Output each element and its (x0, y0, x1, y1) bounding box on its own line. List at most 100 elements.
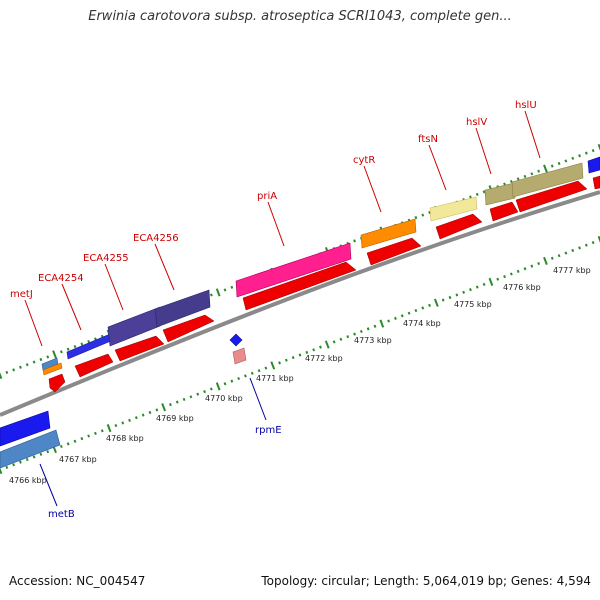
minor-tick (591, 241, 595, 245)
label-cytR[interactable]: cytR (353, 155, 375, 166)
label-ftsN[interactable]: ftsN (418, 134, 438, 145)
cds-arrow[interactable] (162, 314, 215, 343)
feature-rpmE-cds[interactable] (232, 347, 247, 365)
feature-ftsN[interactable] (429, 196, 478, 222)
minor-tick (182, 397, 186, 401)
minor-tick (196, 392, 200, 396)
cds-arrow[interactable] (366, 237, 422, 266)
feature-priA[interactable] (235, 242, 352, 298)
minor-tick (571, 156, 575, 160)
minor-tick (5, 465, 9, 469)
label-metJ[interactable]: metJ (10, 289, 33, 300)
major-tick (52, 350, 57, 359)
major-tick (270, 361, 276, 370)
leader-hslU (524, 110, 541, 159)
minor-tick (223, 382, 227, 386)
minor-tick (414, 216, 418, 220)
lower-tick-track (0, 235, 600, 475)
cds-arrow[interactable] (435, 213, 483, 240)
minor-tick (469, 288, 472, 292)
major-tick (161, 403, 167, 412)
feature-ECA4256[interactable] (154, 289, 211, 328)
minor-tick (12, 368, 16, 372)
minor-tick (46, 355, 50, 359)
scale-label: 4772 kbp (305, 354, 343, 363)
cds-arrow[interactable] (242, 261, 357, 311)
label-ECA4254[interactable]: ECA4254 (38, 273, 84, 284)
minor-tick (134, 416, 138, 420)
minor-tick (441, 298, 445, 302)
minor-tick (564, 159, 568, 163)
minor-tick (571, 248, 575, 253)
minor-tick (189, 395, 193, 399)
major-tick (0, 467, 3, 475)
leader-metB (39, 463, 58, 507)
minor-tick (230, 285, 234, 289)
minor-tick (169, 403, 172, 407)
label-ECA4256[interactable]: ECA4256 (133, 233, 179, 244)
minor-tick (298, 353, 302, 357)
major-tick (379, 319, 385, 328)
scale-label: 4769 kbp (156, 414, 194, 423)
cds-arrow[interactable] (74, 353, 114, 378)
label-rpmE[interactable]: rpmE (255, 425, 282, 436)
leader-rpmE (249, 377, 267, 421)
minor-tick (12, 463, 16, 467)
cds-arrow[interactable] (114, 335, 165, 362)
cds-arrow[interactable] (515, 180, 588, 213)
upper-strand-features (41, 156, 600, 376)
minor-tick (373, 324, 377, 328)
minor-tick (237, 376, 241, 381)
scale-label: 4774 kbp (403, 319, 441, 328)
minor-tick (80, 342, 84, 346)
major-tick (543, 164, 548, 173)
minor-tick (19, 365, 22, 369)
minor-tick (223, 288, 227, 292)
label-priA[interactable]: priA (257, 191, 277, 202)
feature-edge-blue[interactable] (587, 156, 600, 174)
minor-tick (509, 272, 513, 276)
feature-metJ-secondary[interactable] (42, 362, 63, 376)
feature-metB[interactable] (0, 429, 61, 469)
label-hslV[interactable]: hslV (466, 117, 487, 128)
minor-tick (387, 319, 391, 323)
minor-tick (257, 369, 261, 373)
minor-tick (66, 442, 70, 446)
label-leader-lines (24, 110, 541, 507)
feature-hslU[interactable] (511, 162, 584, 198)
scale-label: 4770 kbp (205, 394, 243, 403)
feature-rpmE[interactable] (229, 333, 243, 347)
label-metB[interactable]: metB (48, 509, 75, 520)
minor-tick (557, 254, 561, 258)
lower-strand-features (0, 333, 247, 469)
minor-tick (39, 357, 43, 362)
minor-tick (32, 455, 36, 459)
cds-arrow[interactable] (592, 175, 600, 190)
major-tick (0, 372, 3, 380)
minor-tick (141, 413, 145, 417)
leader-ftsN (428, 144, 447, 191)
feature-lower-blue[interactable] (0, 410, 51, 447)
label-hslU[interactable]: hslU (515, 100, 537, 111)
label-ECA4255[interactable]: ECA4255 (83, 253, 129, 264)
feature-cytR[interactable] (360, 218, 417, 249)
minor-tick (250, 371, 254, 375)
cds-arrow[interactable] (489, 201, 519, 222)
major-tick (488, 277, 494, 286)
minor-tick (537, 169, 541, 173)
minor-tick (428, 303, 431, 307)
minor-tick (353, 332, 356, 336)
minor-tick (530, 264, 534, 268)
minor-tick (39, 452, 43, 456)
feature-hslV[interactable] (484, 182, 516, 206)
minor-tick (537, 261, 541, 266)
minor-tick (59, 444, 63, 449)
minor-tick (421, 213, 425, 217)
minor-tick (564, 251, 568, 255)
minor-tick (509, 179, 513, 184)
gene-labels: metJ ECA4254 ECA4255 ECA4256 priA cytR f… (10, 100, 537, 520)
backbone-line (0, 190, 600, 417)
leader-priA (267, 201, 285, 247)
cds-arrow[interactable] (48, 373, 66, 393)
accession-text: Accession: NC_004547 (9, 574, 146, 588)
